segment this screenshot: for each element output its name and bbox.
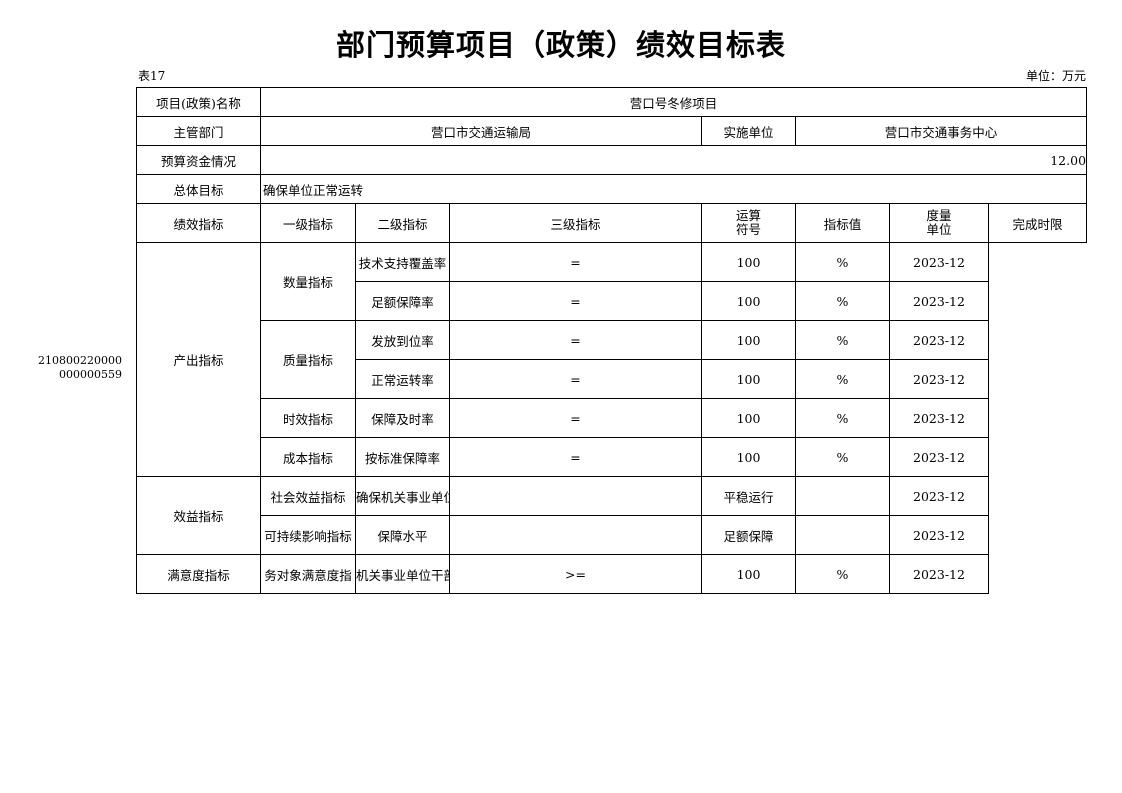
header-cell: 二级指标 xyxy=(355,203,450,243)
measure-unit: % xyxy=(795,398,890,438)
table-row: 效益指标社会效益指标确保机关事业单位平稳运行 平稳运行 2023-12 xyxy=(136,476,1087,555)
dept-value: 营口市交通运输局 xyxy=(260,116,702,146)
indicator-value: 100 xyxy=(701,398,796,438)
side-code-line: 210800220000 xyxy=(38,354,122,367)
deadline: 2023-12 xyxy=(889,437,989,477)
measure-unit xyxy=(795,515,890,555)
table-row: 成本指标 按标准保障率 = 100% 2023-12 xyxy=(137,437,1087,477)
indicator-name: 确保机关事业单位平稳运行 xyxy=(355,476,450,516)
label-cell: 项目(政策)名称 xyxy=(136,87,261,117)
indicator-value: 100 xyxy=(701,359,796,399)
level2-cell: 数量指标 xyxy=(260,242,356,321)
indicator-value: 100 xyxy=(701,281,796,321)
table-row: 预算资金情况 12.00 xyxy=(136,145,1088,175)
header-cell: 指标值 xyxy=(795,203,890,243)
indicator-value: 100 xyxy=(701,320,796,360)
indicator-value: 足额保障 xyxy=(701,515,796,555)
table-row: 产出指标 数量指标 技术支持覆盖率 = 100% 2023-12 xyxy=(136,242,1087,477)
level2-cell: 质量指标 xyxy=(260,320,356,399)
measure-unit: % xyxy=(795,320,890,360)
deadline: 2023-12 xyxy=(889,281,989,321)
level2-cell: 可持续影响指标 xyxy=(260,515,356,555)
impl-value: 营口市交通事务中心 xyxy=(794,116,1088,146)
level1-cell: 效益指标 xyxy=(136,476,261,555)
indicator-name: 按标准保障率 xyxy=(355,437,450,477)
indicator-value: 100 xyxy=(701,554,796,594)
level2-cell: 成本指标 xyxy=(260,437,356,477)
deadline: 2023-12 xyxy=(889,242,989,282)
table-row: 质量指标 发放到位率 = 100% 2023-12 xyxy=(137,320,1087,399)
level2-cell: 社会效益指标 xyxy=(260,476,356,516)
indicator-value: 100 xyxy=(701,242,796,282)
unit-label: 单位：万元 xyxy=(1025,69,1086,83)
table-number: 表17 xyxy=(138,69,166,83)
operator: = xyxy=(449,281,702,321)
operator: = xyxy=(449,359,702,399)
operator xyxy=(449,515,702,555)
table-row: 足额保障率 = 100% 2023-12 xyxy=(137,281,1087,321)
indicator-value: 平稳运行 xyxy=(701,476,796,516)
measure-unit xyxy=(795,476,890,516)
operator: = xyxy=(449,398,702,438)
indicator-name: 正常运转率 xyxy=(355,359,450,399)
measure-unit: % xyxy=(795,281,890,321)
budget-value: 12.00 xyxy=(259,145,1088,175)
header-row: 绩效指标 一级指标 二级指标 三级指标 运算 符号 指标值 度量 单位 完成时限 xyxy=(136,203,1088,243)
operator xyxy=(449,476,702,516)
project-name: 营口号冬修项目 xyxy=(259,87,1088,117)
measure-unit: % xyxy=(795,359,890,399)
performance-table: 项目(政策)名称 营口号冬修项目 主管部门 营口市交通运输局 实施单位 营口市交通事务中… xyxy=(136,87,1088,594)
header-cell: 一级指标 xyxy=(260,203,356,243)
table-row: 主管部门 营口市交通运输局 实施单位 营口市交通事务中心 xyxy=(136,116,1088,146)
page-title: 部门预算项目（政策）绩效目标表 xyxy=(335,28,786,62)
operator: = xyxy=(449,320,702,360)
deadline: 2023-12 xyxy=(889,320,989,360)
table-row: 项目(政策)名称 营口号冬修项目 xyxy=(136,87,1088,117)
header-cell: 度量 单位 xyxy=(889,203,989,243)
label-cell: 主管部门 xyxy=(136,116,261,146)
indicator-value: 100 xyxy=(701,437,796,477)
goal-value: 确保单位正常运转 xyxy=(259,174,1088,204)
deadline: 2023-12 xyxy=(889,398,989,438)
indicator-name: 发放到位率 xyxy=(355,320,450,360)
deadline: 2023-12 xyxy=(889,359,989,399)
level2-cell: 时效指标 xyxy=(260,398,356,438)
operator: >= xyxy=(449,554,702,594)
perf-label: 绩效指标 xyxy=(136,203,261,243)
indicator-name: 保障及时率 xyxy=(355,398,450,438)
label-cell: 总体目标 xyxy=(136,174,261,204)
level1-cell: 产出指标 xyxy=(136,242,261,477)
table-row: 总体目标 确保单位正常运转 xyxy=(136,174,1088,204)
level1-cell: 满意度指标 xyxy=(136,554,261,594)
measure-unit: % xyxy=(795,554,890,594)
side-code: 210800220000 000000559 xyxy=(30,354,122,382)
deadline: 2023-12 xyxy=(889,554,989,594)
table-row: 可持续影响指标 保障水平 足额保障 2023-12 xyxy=(137,515,1087,555)
table-row: 满意度指标务对象满意度指机关事业单位干部群众满意度>=100%2023-12 xyxy=(136,554,1087,594)
operator: = xyxy=(449,437,702,477)
operator: = xyxy=(449,242,702,282)
label-cell: 预算资金情况 xyxy=(136,145,261,175)
header-cell: 完成时限 xyxy=(987,203,1088,243)
indicator-name: 机关事业单位干部群众满意度 xyxy=(355,554,450,594)
indicator-name: 保障水平 xyxy=(355,515,450,555)
side-code-line: 000000559 xyxy=(59,368,122,381)
deadline: 2023-12 xyxy=(889,515,989,555)
deadline: 2023-12 xyxy=(889,476,989,516)
label-cell: 实施单位 xyxy=(701,116,796,146)
table-row: 时效指标 保障及时率 = 100% 2023-12 xyxy=(137,398,1087,438)
indicator-name: 足额保障率 xyxy=(355,281,450,321)
header-cell: 三级指标 xyxy=(449,203,702,243)
level2-cell: 务对象满意度指 xyxy=(260,554,356,594)
measure-unit: % xyxy=(795,437,890,477)
header-cell: 运算 符号 xyxy=(701,203,796,243)
indicator-name: 技术支持覆盖率 xyxy=(355,242,450,282)
measure-unit: % xyxy=(795,242,890,282)
